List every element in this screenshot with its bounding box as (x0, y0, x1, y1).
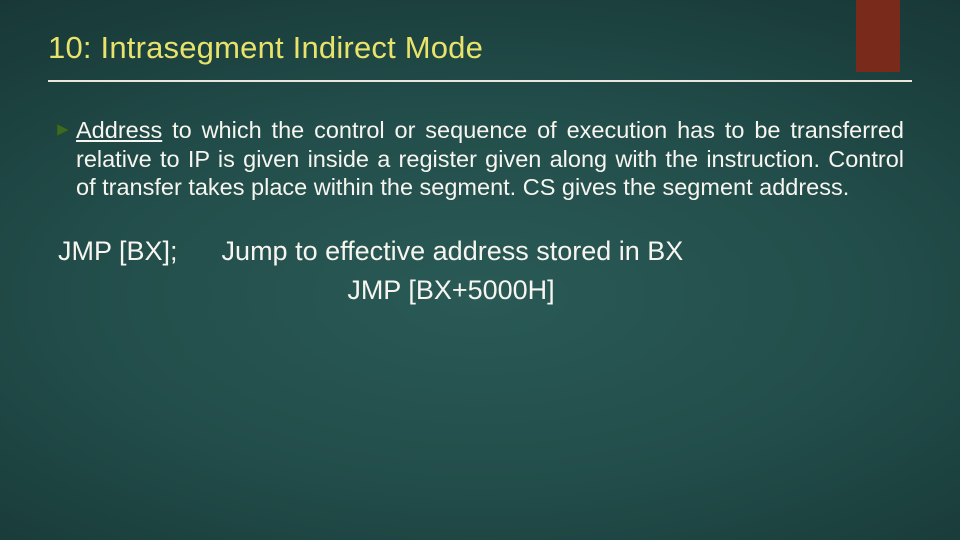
title-area: 10: Intrasegment Indirect Mode (0, 0, 960, 82)
bullet-item: Address to which the control or sequence… (56, 116, 904, 202)
bullet-rest-text: to which the control or sequence of exec… (76, 117, 904, 200)
bullet-lead-word: Address (76, 117, 162, 143)
example-description: Jump to effective address stored in BX (222, 236, 684, 267)
example-code: JMP [BX]; (58, 236, 178, 267)
slide-title: 10: Intrasegment Indirect Mode (48, 30, 912, 66)
arrow-bullet-icon (56, 123, 70, 137)
accent-tab (856, 0, 900, 72)
example-line-1: JMP [BX]; Jump to effective address stor… (58, 236, 904, 267)
bullet-paragraph: Address to which the control or sequence… (76, 116, 904, 202)
example-block: JMP [BX]; Jump to effective address stor… (56, 236, 904, 306)
example-line-2: JMP [BX+5000H] (58, 275, 904, 306)
slide-body: Address to which the control or sequence… (0, 82, 960, 306)
